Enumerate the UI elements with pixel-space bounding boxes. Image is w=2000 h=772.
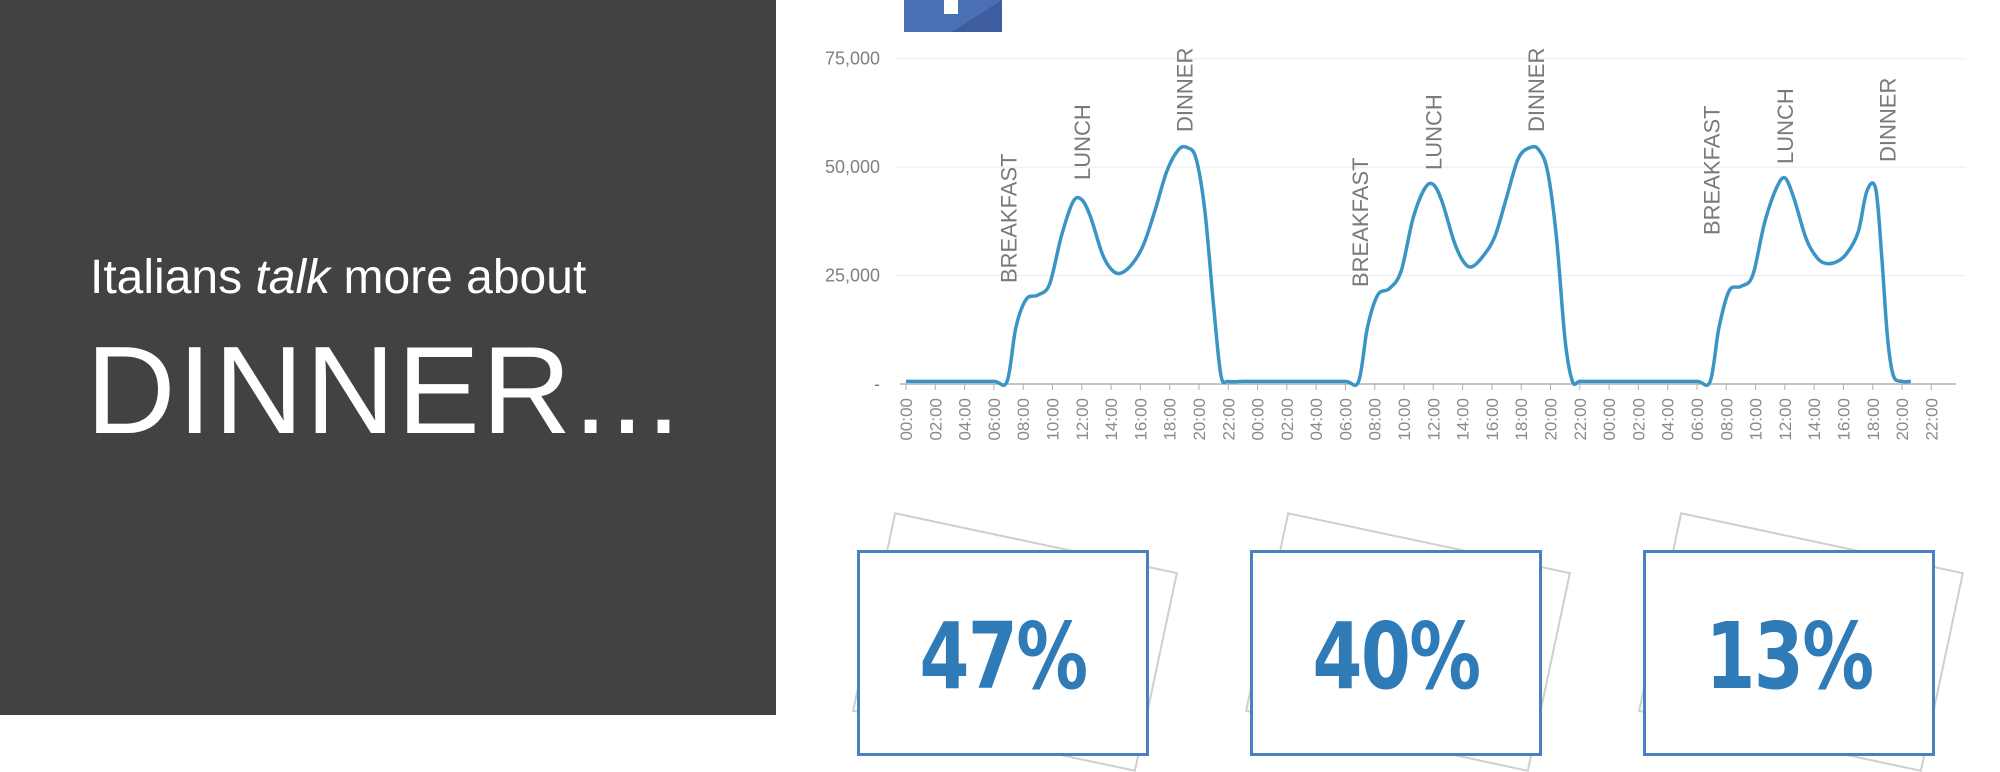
- card-value: 40%: [1312, 603, 1481, 710]
- meal-annotations: BREAKFAST LUNCH DINNER BREAKFAST LUNCH DINNER…: [997, 48, 1901, 287]
- x-tick-label: 06:00: [1336, 398, 1355, 441]
- annotation-label: BREAKFAST: [1700, 105, 1725, 235]
- x-tick-label: 20:00: [1542, 398, 1561, 441]
- x-tick-label: 00:00: [1249, 398, 1268, 441]
- x-tick-label: 04:00: [1307, 398, 1326, 441]
- x-tick-label: 16:00: [1483, 398, 1502, 441]
- x-tick-label: 12:00: [1776, 398, 1795, 441]
- x-tick-label: 16:00: [1131, 398, 1150, 441]
- y-tick-label: 50,000: [825, 157, 880, 177]
- x-tick-label: 18:00: [1161, 398, 1180, 441]
- series-line: [906, 144, 1911, 388]
- annotation-label: BREAKFAST: [997, 153, 1022, 283]
- x-tick-label: 14:00: [1805, 398, 1824, 441]
- annotation-label: LUNCH: [1421, 94, 1446, 170]
- x-tick-label: 14:00: [1454, 398, 1473, 441]
- x-tick-label: 08:00: [1366, 398, 1385, 441]
- x-tick-label: 04:00: [1659, 398, 1678, 441]
- y-tick-label: 75,000: [825, 49, 880, 69]
- card-value: 47%: [919, 603, 1088, 710]
- x-tick-label: 12:00: [1424, 398, 1443, 441]
- annotation-label: BREAKFAST: [1348, 157, 1373, 287]
- chart-grid: [896, 58, 1966, 277]
- y-tick-label: 25,000: [825, 266, 880, 286]
- card-frame: 13%: [1643, 550, 1935, 756]
- y-tick-label: -: [874, 374, 880, 394]
- x-tick-label: 02:00: [1278, 398, 1297, 441]
- headline-main: DINNER...: [86, 322, 683, 460]
- x-tick-label: 08:00: [1717, 398, 1736, 441]
- x-tick-label: 16:00: [1834, 398, 1853, 441]
- x-tick-label: 06:00: [985, 398, 1004, 441]
- x-tick-label: 00:00: [1600, 398, 1619, 441]
- x-tick-label: 10:00: [1747, 398, 1766, 441]
- x-tick-label: 00:00: [897, 398, 916, 441]
- headline-intro: Italians talk more about: [90, 251, 587, 304]
- annotation-label: LUNCH: [1070, 104, 1095, 180]
- headline-panel: Italians talk more about DINNER...: [0, 0, 776, 715]
- annotation-label: DINNER: [1875, 78, 1900, 162]
- x-tick-label: 18:00: [1512, 398, 1531, 441]
- facebook-icon-letter: [944, 0, 958, 14]
- y-axis: - 25,000 50,000 75,000: [825, 49, 880, 394]
- x-tick-label: 02:00: [1629, 398, 1648, 441]
- x-tick-label: 20:00: [1893, 398, 1912, 441]
- annotation-label: LUNCH: [1773, 88, 1798, 164]
- card-frame: 47%: [857, 550, 1149, 756]
- x-tick-label: 02:00: [926, 398, 945, 441]
- x-tick-label: 14:00: [1102, 398, 1121, 441]
- x-tick-label: 12:00: [1073, 398, 1092, 441]
- x-tick-label: 04:00: [956, 398, 975, 441]
- headline-emphasis: talk: [255, 251, 331, 304]
- x-tick-label: 22:00: [1922, 398, 1941, 441]
- x-tick-label: 20:00: [1190, 398, 1209, 441]
- card-frame: 40%: [1250, 550, 1542, 756]
- x-tick-label: 06:00: [1688, 398, 1707, 441]
- x-axis: 00:00 02:00 04:00 06:00 08:00 10:00 12:00 14:00…: [897, 383, 1956, 441]
- x-tick-label: 18:00: [1864, 398, 1883, 441]
- x-tick-label: 22:00: [1219, 398, 1238, 441]
- facebook-icon: [904, 0, 1002, 32]
- annotation-label: DINNER: [1172, 48, 1197, 132]
- x-tick-label: 10:00: [1043, 398, 1062, 441]
- mentions-chart: - 25,000 50,000 75,000 00:00 02:00 04:00 06:00…: [825, 48, 1966, 441]
- x-tick-label: 22:00: [1571, 398, 1590, 441]
- x-tick-label: 10:00: [1395, 398, 1414, 441]
- annotation-label: DINNER: [1524, 48, 1549, 132]
- card-value: 13%: [1705, 603, 1874, 710]
- x-tick-label: 08:00: [1014, 398, 1033, 441]
- series: [906, 144, 1911, 388]
